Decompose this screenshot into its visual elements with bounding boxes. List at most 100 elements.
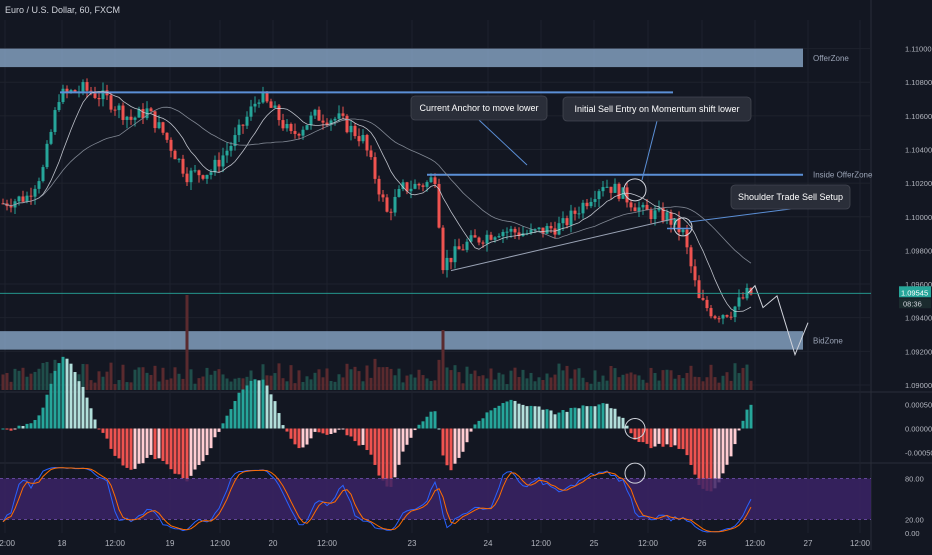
macd-bar — [85, 397, 89, 429]
macd-bar — [397, 428, 401, 465]
candle-body — [177, 158, 181, 160]
macd-bar — [521, 404, 525, 429]
macd-bar — [705, 428, 709, 491]
macd-bar — [193, 428, 197, 470]
macd-bar — [65, 358, 69, 429]
volume-bar — [413, 377, 417, 390]
macd-bar — [181, 428, 185, 479]
macd-bar — [293, 428, 297, 445]
volume-bar — [473, 370, 477, 390]
candle-body — [9, 206, 13, 208]
candle-body — [369, 150, 373, 158]
macd-bar — [709, 428, 713, 492]
volume-bar — [381, 367, 385, 390]
macd-bar — [597, 404, 601, 429]
volume-bar — [41, 363, 45, 390]
volume-bar — [1, 374, 5, 390]
macd-bar — [657, 428, 661, 444]
candle-body — [409, 188, 413, 192]
volume-bar — [669, 370, 673, 390]
volume-bar — [377, 367, 381, 390]
candle-body — [393, 196, 397, 213]
volume-bar — [485, 378, 489, 390]
annotation-pointer — [478, 119, 528, 166]
macd-bar — [409, 428, 413, 438]
candle-body — [605, 186, 609, 188]
volume-bar — [17, 370, 21, 390]
volume-bar — [621, 374, 625, 390]
macd-bar — [405, 428, 409, 445]
volume-bar — [685, 372, 689, 390]
volume-bar — [745, 364, 749, 390]
candle-body — [237, 124, 241, 136]
candle-body — [57, 102, 61, 111]
macd-bar — [513, 400, 517, 429]
macd-bar — [725, 428, 729, 465]
volume-bar — [309, 379, 313, 390]
macd-bar — [61, 356, 65, 429]
zone-box — [0, 48, 803, 68]
macd-bar — [249, 380, 253, 429]
countdown-label: 08:36 — [903, 299, 922, 308]
volume-bar — [113, 384, 117, 390]
macd-bar — [613, 408, 617, 429]
macd-bar — [345, 428, 349, 436]
macd-bar — [129, 428, 133, 470]
volume-bar — [141, 367, 145, 390]
candle-body — [317, 109, 321, 121]
macd-bar — [17, 425, 21, 429]
macd-bar — [549, 410, 553, 429]
macd-bar — [453, 428, 457, 464]
candle-body — [153, 111, 157, 129]
volume-bar — [165, 379, 169, 390]
volume-bar — [361, 381, 365, 390]
volume-bar — [717, 382, 721, 390]
macd-bar — [665, 428, 669, 445]
macd-bar — [301, 428, 305, 448]
candle-body — [305, 125, 309, 130]
y-tick-label: 1.11000 — [905, 45, 932, 54]
candle-body — [477, 237, 481, 243]
macd-bar — [117, 428, 121, 459]
candle-body — [201, 175, 205, 179]
macd-bar — [149, 428, 153, 455]
zone-label: OfferZone — [813, 54, 849, 63]
volume-bar — [493, 379, 497, 390]
macd-bar — [365, 428, 369, 451]
macd-bar — [49, 383, 53, 429]
candle-body — [585, 202, 589, 207]
volume-bar — [85, 364, 89, 390]
candle-body — [353, 125, 357, 137]
macd-bar — [481, 418, 485, 429]
candle-body — [453, 246, 457, 263]
stoch-y-tick-label: 80.00 — [905, 475, 924, 484]
x-tick-label: 12:00 — [638, 539, 659, 548]
volume-bar — [509, 370, 513, 390]
volume-bar — [749, 380, 753, 390]
volume-bar — [277, 363, 281, 390]
macd-bar — [433, 411, 437, 429]
candle-body — [677, 218, 681, 233]
volume-bar — [697, 377, 701, 390]
macd-y-tick-label: -0.00050 — [905, 448, 932, 457]
volume-bar — [233, 378, 237, 390]
current-price-tag — [899, 286, 931, 298]
candle-body — [645, 204, 649, 211]
macd-bar — [677, 428, 681, 449]
macd-bar — [277, 413, 281, 429]
macd-bar — [1, 428, 5, 430]
candle-body — [181, 158, 185, 174]
volume-bar — [609, 366, 613, 390]
volume-bar — [337, 374, 341, 390]
volume-bar — [281, 378, 285, 390]
volume-bar — [481, 375, 485, 390]
macd-bar — [653, 428, 657, 447]
macd-bar — [609, 408, 613, 429]
macd-bar — [309, 428, 313, 439]
volume-bar — [133, 369, 137, 390]
macd-bar — [425, 416, 429, 429]
candle-body — [673, 218, 677, 225]
macd-bar — [421, 421, 425, 429]
candle-body — [541, 227, 545, 234]
